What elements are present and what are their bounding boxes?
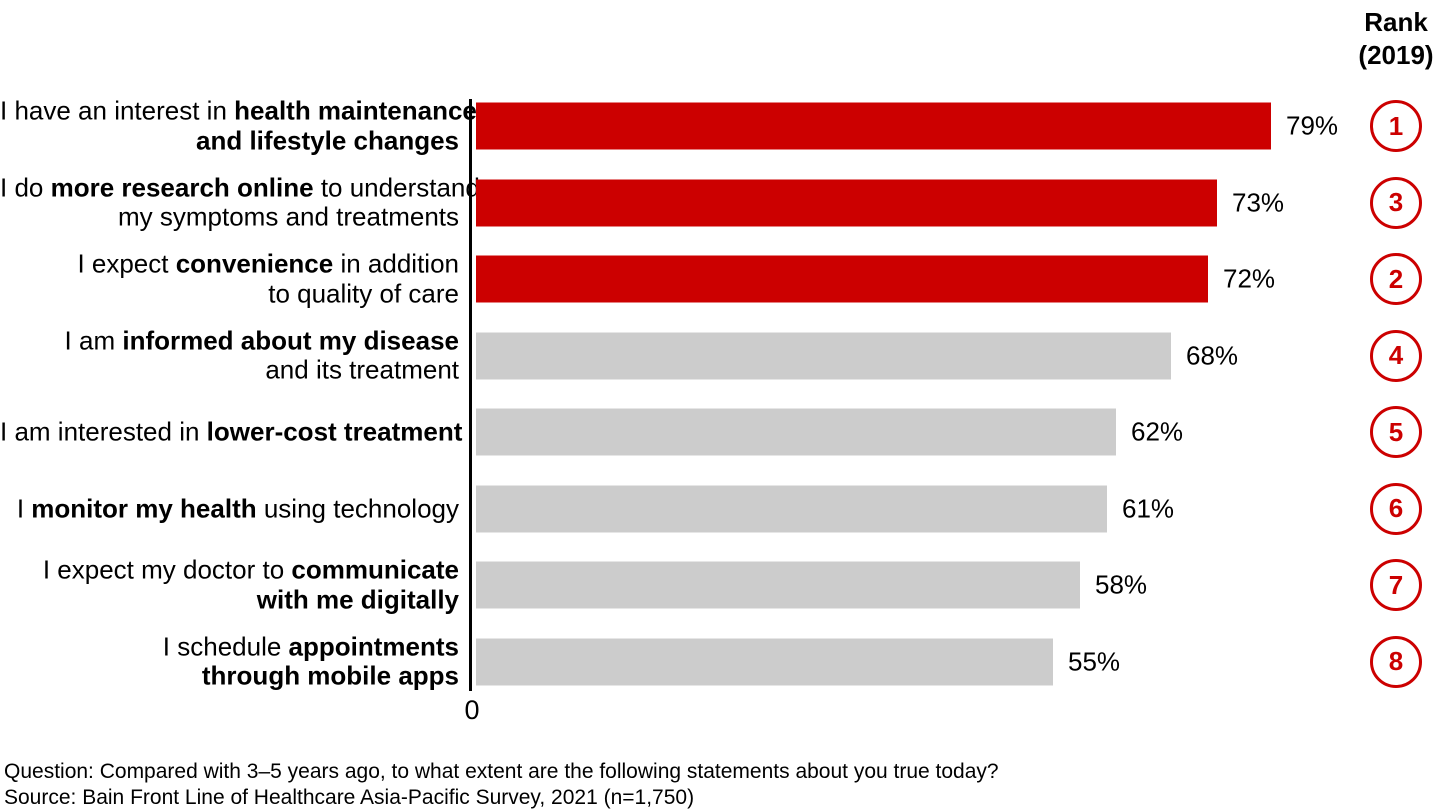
bar-row: I schedule appointments through mobile ap… [0, 624, 1440, 701]
bar-row: I am informed about my disease and its tr… [0, 318, 1440, 395]
value-label: 55% [1068, 646, 1121, 677]
bar-muted [476, 332, 1171, 380]
bar-label: I expect convenience in addition to quali… [77, 248, 459, 309]
value-label: 68% [1186, 340, 1239, 371]
value-label: 58% [1095, 569, 1148, 600]
rank-header-line1: Rank [1364, 7, 1428, 37]
bar-muted [476, 408, 1116, 456]
bar-area: 79% [476, 102, 1339, 150]
y-axis-line [469, 99, 472, 691]
rank-badge: 5 [1370, 406, 1422, 459]
value-label: 79% [1286, 110, 1339, 141]
bar-area: 58% [476, 561, 1148, 609]
rank-badge: 2 [1370, 253, 1422, 306]
value-label: 73% [1232, 187, 1285, 218]
value-label: 61% [1122, 493, 1175, 524]
bar-label: I am informed about my disease and its tr… [64, 325, 459, 385]
bar-rows-container: I have an interest in health maintenance… [0, 88, 1440, 700]
rank-badge: 1 [1370, 100, 1422, 153]
x-axis-zero-label: 0 [464, 695, 480, 725]
bar-label: I schedule appointments through mobile ap… [162, 631, 459, 691]
rank-badge: 4 [1370, 329, 1422, 382]
footnote-source: Source: Bain Front Line of Healthcare As… [4, 786, 695, 809]
footnotes: Question: Compared with 3–5 years ago, t… [4, 759, 999, 810]
value-label: 62% [1131, 416, 1184, 447]
bar-muted [476, 561, 1080, 609]
rank-badge: 6 [1370, 482, 1422, 535]
bar-row: I am interested in lower-cost treatment 6… [0, 394, 1440, 471]
bar-area: 68% [476, 332, 1239, 380]
bar-label: I have an interest in health maintenance… [0, 95, 477, 156]
bar-row: I monitor my health using technology 61% 6 [0, 471, 1440, 548]
bar-label: I do more research online to understand m… [0, 172, 480, 232]
value-label: 72% [1223, 263, 1276, 294]
bar-label: I am interested in lower-cost treatment [0, 416, 463, 447]
bar-area: 73% [476, 179, 1285, 227]
bar-label: I expect my doctor to communicate with me… [42, 554, 459, 615]
bar-muted [476, 485, 1107, 533]
rank-badge: 7 [1370, 559, 1422, 612]
bar-highlighted [476, 102, 1271, 150]
bar-row: I expect my doctor to communicate with me… [0, 547, 1440, 624]
bar-area: 61% [476, 485, 1175, 533]
bar-highlighted [476, 255, 1208, 303]
rank-badge: 3 [1370, 176, 1422, 229]
bar-row: I expect convenience in addition to quali… [0, 241, 1440, 318]
bar-area: 72% [476, 255, 1276, 303]
bar-row: I have an interest in health maintenance… [0, 88, 1440, 165]
bar-area: 62% [476, 408, 1184, 456]
bar-muted [476, 638, 1053, 686]
rank-badge: 8 [1370, 635, 1422, 688]
bar-label: I monitor my health using technology [16, 493, 459, 523]
bar-row: I do more research online to understand m… [0, 165, 1440, 242]
footnote-question: Question: Compared with 3–5 years ago, t… [4, 760, 999, 783]
rank-header-line2: (2019) [1358, 40, 1434, 70]
rank-column-header: Rank (2019) [1322, 6, 1440, 72]
bar-area: 55% [476, 638, 1121, 686]
bar-highlighted [476, 179, 1217, 227]
